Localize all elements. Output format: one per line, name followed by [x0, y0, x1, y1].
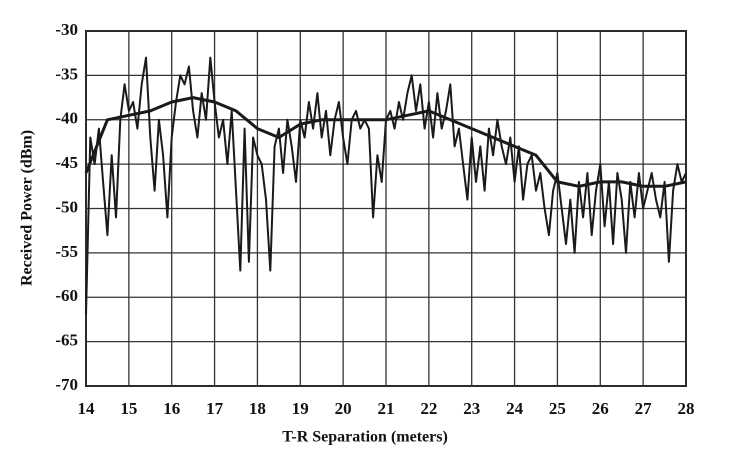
y-tick-label: -30	[55, 20, 78, 39]
y-tick-label: -50	[55, 197, 78, 216]
y-tick-label: -55	[55, 242, 78, 261]
x-tick-label: 25	[549, 399, 566, 418]
x-tick-label: 15	[120, 399, 137, 418]
y-axis-label: Received Power (dBm)	[19, 130, 36, 286]
x-tick-label: 24	[506, 399, 524, 418]
x-tick-label: 27	[635, 399, 653, 418]
x-tick-label: 14	[78, 399, 96, 418]
y-tick-label: -65	[55, 331, 78, 350]
x-tick-label: 22	[420, 399, 437, 418]
y-tick-label: -70	[55, 375, 78, 394]
x-axis-label: T-R Separation (meters)	[282, 429, 448, 446]
x-tick-label: 20	[335, 399, 352, 418]
x-tick-label: 28	[678, 399, 695, 418]
x-tick-label: 16	[163, 399, 180, 418]
y-tick-label: -60	[55, 286, 78, 305]
y-tick-label: -40	[55, 109, 78, 128]
x-tick-label: 18	[249, 399, 266, 418]
y-tick-label: -45	[55, 153, 78, 172]
x-tick-label: 19	[292, 399, 309, 418]
x-tick-label: 21	[378, 399, 395, 418]
x-tick-label: 17	[206, 399, 224, 418]
x-tick-label: 23	[463, 399, 480, 418]
series-line	[84, 96, 687, 188]
y-tick-label: -35	[55, 64, 78, 83]
x-tick-label: 26	[592, 399, 609, 418]
